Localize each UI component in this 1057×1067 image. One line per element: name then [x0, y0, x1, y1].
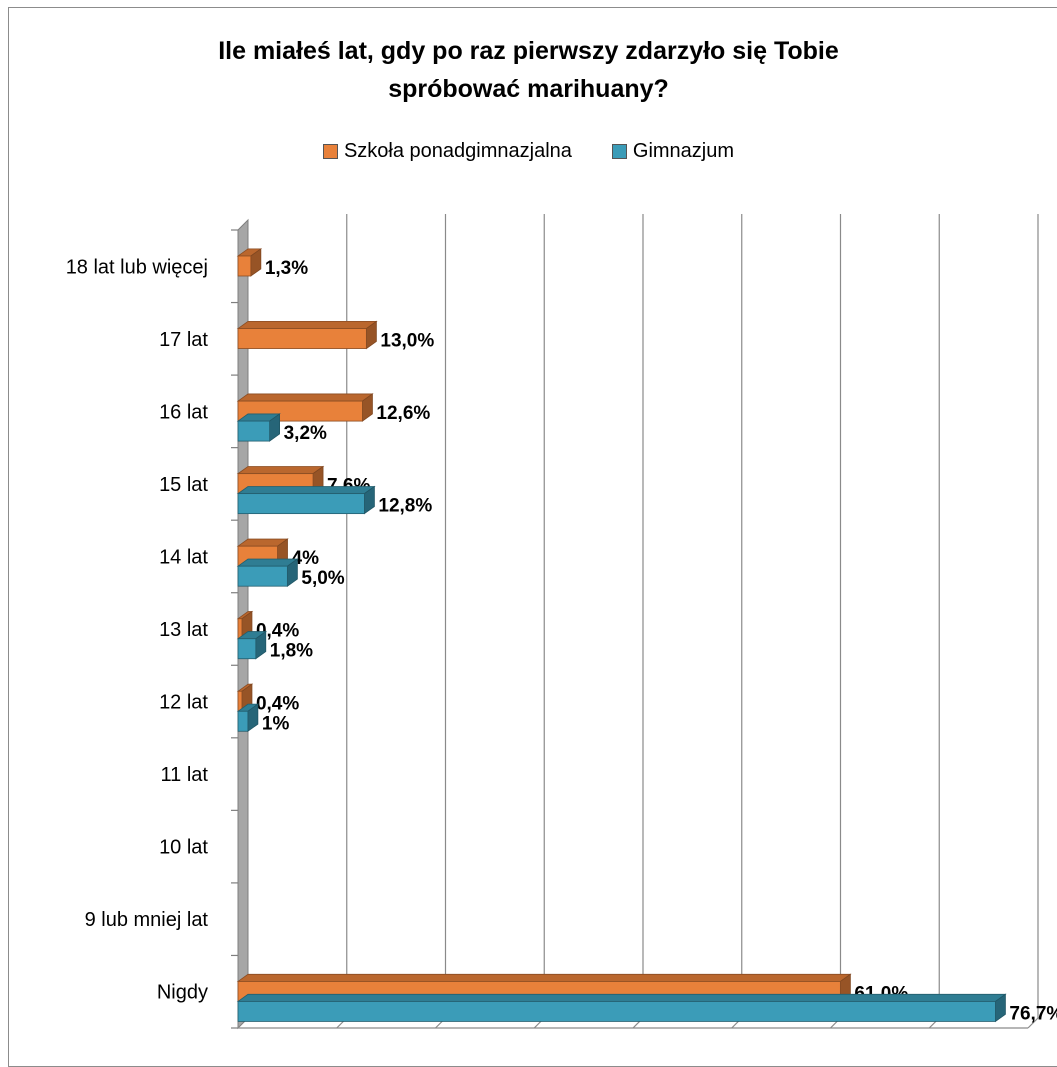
- legend-entry-gimnazjum: Gimnazjum: [611, 140, 735, 163]
- category-label: 15 lat: [159, 474, 208, 496]
- legend-entry-szkola: Szkoła ponadgimnazjalna: [322, 140, 572, 163]
- data-label-gimnazjum: 5,0%: [301, 568, 344, 589]
- bar-gimnazjum: [236, 703, 260, 733]
- legend: Szkoła ponadgimnazjalna Gimnazjum: [0, 140, 1057, 163]
- data-label-szkola: 1,3%: [265, 258, 308, 279]
- floor-gridline: [1027, 1017, 1039, 1029]
- legend-label-szkola: Szkoła ponadgimnazjalna: [343, 140, 572, 162]
- data-label-gimnazjum: 1%: [262, 713, 290, 734]
- legend-swatch-szkola: [322, 144, 338, 159]
- chart-frame: [8, 7, 1057, 1067]
- data-label-szkola: 13,0%: [380, 331, 434, 352]
- bar-gimnazjum: [236, 413, 281, 442]
- data-label-gimnazjum: 1,8%: [270, 641, 313, 662]
- legend-swatch-gimnazjum: [611, 144, 627, 159]
- category-label: 18 lat lub więcej: [66, 256, 208, 278]
- bar-gimnazjum: [236, 558, 299, 587]
- category-label: 11 lat: [161, 764, 209, 786]
- category-label: 10 lat: [159, 837, 208, 859]
- category-label: 9 lub mniej lat: [85, 909, 209, 931]
- category-label: Nigdy: [157, 982, 208, 1004]
- data-label-szkola: 0,4%: [256, 693, 299, 714]
- bar-szkola: [236, 320, 378, 350]
- data-label-szkola: 12,6%: [376, 403, 430, 424]
- data-label-gimnazjum: 12,8%: [378, 496, 432, 517]
- bar-gimnazjum: [236, 630, 268, 660]
- category-label: 12 lat: [159, 692, 208, 714]
- data-label-gimnazjum: 3,2%: [284, 423, 327, 444]
- category-label: 16 lat: [159, 401, 208, 423]
- chart-title-line-2: spróbować marihuany?: [388, 75, 669, 103]
- bar-szkola: [236, 248, 263, 277]
- data-label-gimnazjum: 76,7%: [1009, 1003, 1057, 1024]
- chart-title-line-1: Ile miałeś lat, gdy po raz pierwszy zdar…: [218, 37, 839, 65]
- legend-label-gimnazjum: Gimnazjum: [632, 140, 735, 162]
- data-label-szkola: 4%: [292, 548, 320, 569]
- category-label: 14 lat: [159, 546, 208, 568]
- bar-gimnazjum: [236, 485, 376, 515]
- data-label-szkola: 0,4%: [256, 621, 299, 642]
- chart-title: Ile miałeś lat, gdy po raz pierwszy zdar…: [0, 32, 1057, 108]
- category-label: 17 lat: [159, 329, 208, 351]
- category-label: 13 lat: [159, 619, 208, 641]
- bar-gimnazjum: [236, 993, 1007, 1023]
